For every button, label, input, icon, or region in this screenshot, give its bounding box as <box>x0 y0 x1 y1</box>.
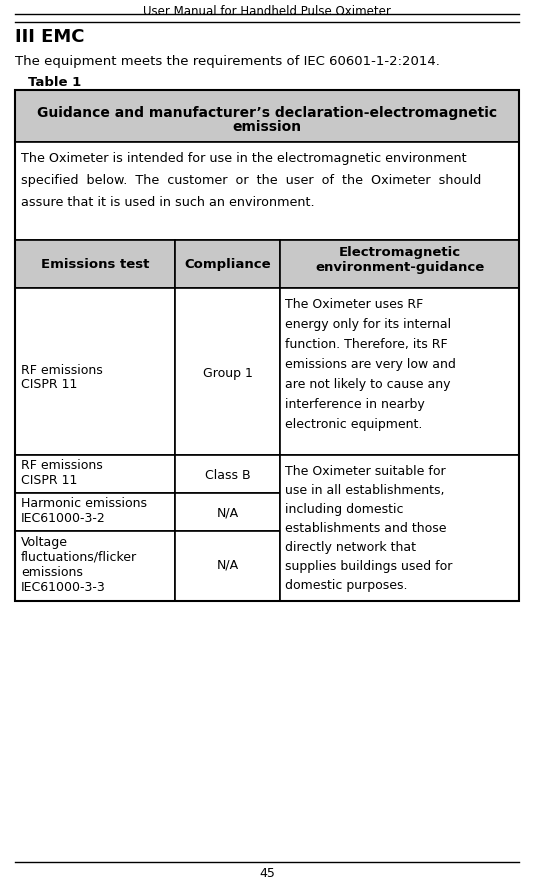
Text: The Oximeter uses RF: The Oximeter uses RF <box>285 298 423 311</box>
Text: establishments and those: establishments and those <box>285 522 446 535</box>
Text: are not likely to cause any: are not likely to cause any <box>285 378 451 391</box>
Text: Table 1: Table 1 <box>28 76 81 89</box>
Text: including domestic: including domestic <box>285 503 404 516</box>
Bar <box>15 531 175 601</box>
Text: III EMC: III EMC <box>15 28 84 46</box>
Bar <box>15 240 175 288</box>
Bar <box>15 455 175 493</box>
Text: Harmonic emissions
IEC61000-3-2: Harmonic emissions IEC61000-3-2 <box>21 497 147 525</box>
Text: Guidance and manufacturer’s declaration-electromagnetic: Guidance and manufacturer’s declaration-… <box>37 106 497 120</box>
Bar <box>175 493 280 531</box>
Text: N/A: N/A <box>216 558 239 571</box>
Text: use in all establishments,: use in all establishments, <box>285 484 444 497</box>
Text: Compliance: Compliance <box>184 258 271 271</box>
Bar <box>15 90 519 601</box>
Text: The Oximeter is intended for use in the electromagnetic environment: The Oximeter is intended for use in the … <box>21 152 467 165</box>
Text: Emissions test: Emissions test <box>41 258 149 271</box>
Bar <box>175 455 280 493</box>
Bar <box>280 240 519 288</box>
Text: RF emissions
CISPR 11: RF emissions CISPR 11 <box>21 364 103 391</box>
Bar <box>280 455 519 601</box>
Text: User Manual for Handheld Pulse Oximeter: User Manual for Handheld Pulse Oximeter <box>143 5 391 18</box>
Text: Class B: Class B <box>205 469 250 482</box>
Text: assure that it is used in such an environment.: assure that it is used in such an enviro… <box>21 196 315 209</box>
Text: directly network that: directly network that <box>285 541 416 554</box>
Text: energy only for its internal: energy only for its internal <box>285 318 451 331</box>
Bar <box>280 288 519 455</box>
Text: supplies buildings used for: supplies buildings used for <box>285 560 452 573</box>
Bar <box>175 240 280 288</box>
Bar <box>175 288 280 455</box>
Text: N/A: N/A <box>216 507 239 520</box>
Text: function. Therefore, its RF: function. Therefore, its RF <box>285 338 447 351</box>
Text: RF emissions
CISPR 11: RF emissions CISPR 11 <box>21 459 103 487</box>
Bar <box>15 90 519 142</box>
Bar <box>15 493 175 531</box>
Text: The equipment meets the requirements of IEC 60601-1-2:2014.: The equipment meets the requirements of … <box>15 55 440 68</box>
Text: emission: emission <box>232 120 302 134</box>
Text: Voltage
fluctuations/flicker
emissions
IEC61000-3-3: Voltage fluctuations/flicker emissions I… <box>21 536 137 594</box>
Bar <box>15 288 175 455</box>
Bar <box>15 142 519 240</box>
Text: domestic purposes.: domestic purposes. <box>285 579 407 592</box>
Text: specified  below.  The  customer  or  the  user  of  the  Oximeter  should: specified below. The customer or the use… <box>21 174 481 187</box>
Text: The Oximeter suitable for: The Oximeter suitable for <box>285 465 446 478</box>
Text: electronic equipment.: electronic equipment. <box>285 418 422 431</box>
Text: Group 1: Group 1 <box>202 366 253 380</box>
Text: emissions are very low and: emissions are very low and <box>285 358 456 371</box>
Bar <box>175 531 280 601</box>
Text: 45: 45 <box>259 867 275 880</box>
Text: Electromagnetic
environment-guidance: Electromagnetic environment-guidance <box>315 246 484 274</box>
Text: interference in nearby: interference in nearby <box>285 398 425 411</box>
